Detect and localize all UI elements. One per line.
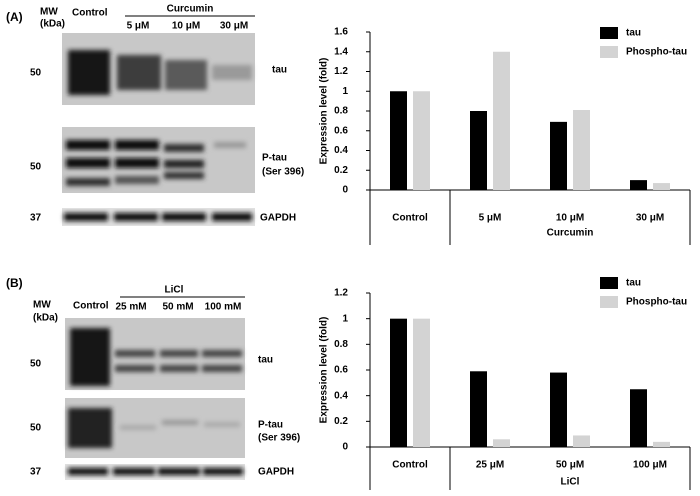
bar [413,91,430,190]
bar [470,111,487,190]
panel-label: (A) [6,10,23,24]
y-tick-label: 0.8 [334,106,348,117]
group-label: Curcumin [167,4,214,15]
panel-label: (B) [6,276,23,290]
group-label: LiCl [165,285,184,296]
bar [573,435,590,447]
mw-label: 50 [30,359,42,370]
lane-label: 50 mM [162,302,193,313]
row-label: (Ser 396) [258,433,300,444]
bar [573,110,590,190]
y-tick-label: 1.4 [334,46,348,57]
mw-label: 37 [30,467,42,478]
x-tick-label: 100 μM [633,460,667,471]
control-label: Control [72,8,108,19]
y-tick-label: 1.2 [334,288,348,299]
bands [64,213,252,221]
bar [390,91,407,190]
x-tick-label: 50 μM [556,460,584,471]
legend-label: Phospho-tau [626,297,687,308]
bar [653,183,670,190]
y-axis-label: Expression level (fold) [319,317,330,424]
lane-label: 25 mM [115,302,146,313]
bar [550,121,567,190]
y-tick-label: 0.6 [334,365,348,376]
mw-header: (kDa) [33,313,58,324]
blot-b-images [65,318,245,480]
y-tick-label: 0.8 [334,339,348,350]
y-tick-label: 1 [342,86,348,97]
lane-label: 30 μM [220,21,248,32]
bar [630,389,647,447]
row-label: (Ser 396) [262,167,304,178]
lane-label: 5 μM [127,21,150,32]
y-tick-label: 0.4 [334,390,348,401]
mw-header: MW [40,7,58,18]
y-tick-label: 0.6 [334,125,348,136]
y-tick-label: 1.2 [334,66,348,77]
bar [630,180,647,190]
bands [70,328,242,386]
bar [413,318,430,447]
lane-label: 100 mM [205,302,242,313]
legend-swatch [600,277,618,289]
mw-header: MW [33,300,51,311]
legend-label: tau [626,28,641,39]
mw-header: (kDa) [40,19,65,30]
row-label: GAPDH [258,467,294,478]
bands [68,408,240,448]
x-tick-label: 25 μM [476,460,504,471]
mw-label: 50 [30,423,42,434]
bands [66,140,246,186]
bar [390,318,407,447]
group-label: Curcumin [547,228,594,239]
y-tick-label: 1 [342,313,348,324]
row-label: tau [258,355,273,366]
legend-swatch [600,27,618,39]
y-tick-label: 0.4 [334,145,348,156]
lane-label: 10 μM [172,21,200,32]
legend-label: tau [626,278,641,289]
row-label: GAPDH [260,213,296,224]
bar [550,372,567,447]
row-label: tau [272,65,287,76]
y-tick-label: 0 [342,185,348,196]
x-tick-label: 30 μM [636,213,664,224]
mw-label: 37 [30,213,42,224]
x-tick-label: 10 μM [556,213,584,224]
bar [493,51,510,190]
x-tick-label: Control [392,213,428,224]
group-label: LiCl [561,477,580,488]
y-tick-label: 1.6 [334,27,348,38]
mw-label: 50 [30,162,42,173]
control-label: Control [73,301,109,312]
bands [68,468,243,475]
legend-swatch [600,46,618,58]
blot-a-images [62,33,255,226]
bar [653,441,670,447]
y-tick-label: 0.2 [334,416,348,427]
y-axis-label: Expression level (fold) [319,58,330,165]
blot-gapdh [62,208,255,226]
row-label: P-tau [258,420,283,431]
y-tick-label: 0.2 [334,165,348,176]
bands [68,50,252,95]
bar [493,439,510,447]
bar [470,371,487,447]
y-tick-label: 0 [342,442,348,453]
row-label: P-tau [262,153,287,164]
x-tick-label: 5 μM [479,213,502,224]
mw-label: 50 [30,68,42,79]
legend-label: Phospho-tau [626,47,687,58]
legend-swatch [600,296,618,308]
x-tick-label: Control [392,460,428,471]
